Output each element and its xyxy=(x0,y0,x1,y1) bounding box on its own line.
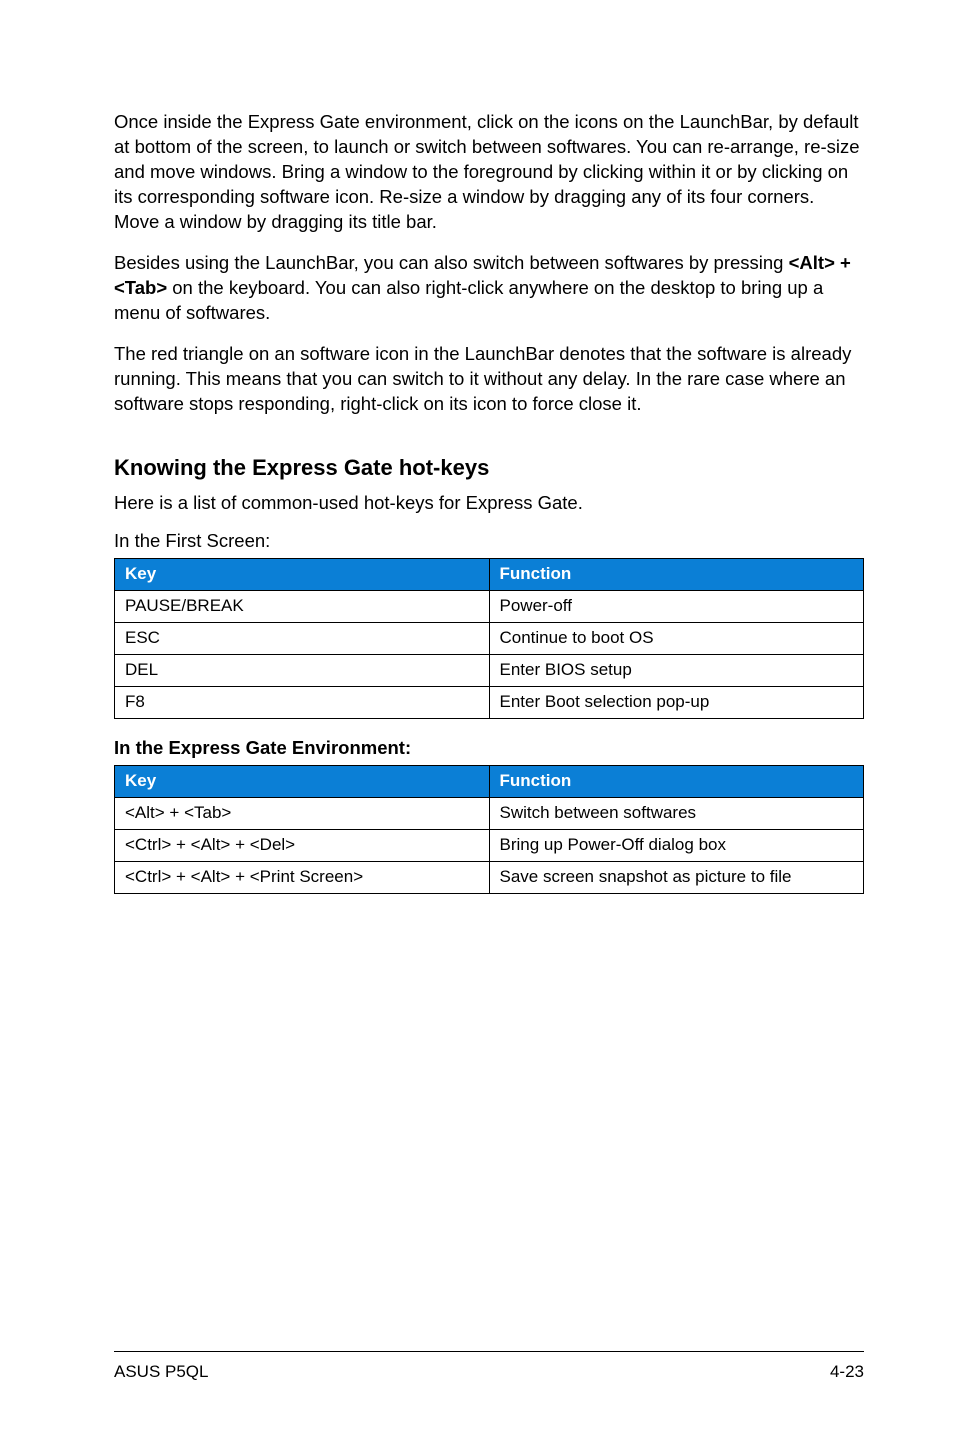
hotkeys-table-first-screen: Key Function PAUSE/BREAKPower-offESCCont… xyxy=(114,558,864,719)
paragraph-1: Once inside the Express Gate environment… xyxy=(114,110,864,235)
col-header-function: Function xyxy=(489,558,864,590)
paragraph-3: The red triangle on an software icon in … xyxy=(114,342,864,417)
cell-function: Enter BIOS setup xyxy=(489,654,864,686)
table1-body: PAUSE/BREAKPower-offESCContinue to boot … xyxy=(115,590,864,718)
table-row: F8Enter Boot selection pop-up xyxy=(115,686,864,718)
col-header-function: Function xyxy=(489,765,864,797)
col-header-key: Key xyxy=(115,558,490,590)
table-row: ESCContinue to boot OS xyxy=(115,622,864,654)
cell-key: DEL xyxy=(115,654,490,686)
footer-left: ASUS P5QL xyxy=(114,1362,209,1382)
paragraph-2-post: on the keyboard. You can also right-clic… xyxy=(114,277,823,323)
col-header-key: Key xyxy=(115,765,490,797)
cell-function: Continue to boot OS xyxy=(489,622,864,654)
table1-caption: In the First Screen: xyxy=(114,530,864,552)
cell-key: ESC xyxy=(115,622,490,654)
section-subtext: Here is a list of common-used hot-keys f… xyxy=(114,491,864,516)
cell-key: <Ctrl> + <Alt> + <Del> xyxy=(115,829,490,861)
page-footer: ASUS P5QL 4-23 xyxy=(114,1351,864,1382)
cell-function: Enter Boot selection pop-up xyxy=(489,686,864,718)
table-header-row: Key Function xyxy=(115,765,864,797)
table-header-row: Key Function xyxy=(115,558,864,590)
table-row: DELEnter BIOS setup xyxy=(115,654,864,686)
cell-key: <Ctrl> + <Alt> + <Print Screen> xyxy=(115,861,490,893)
cell-key: F8 xyxy=(115,686,490,718)
table-row: <Alt> + <Tab>Switch between softwares xyxy=(115,797,864,829)
page-container: Once inside the Express Gate environment… xyxy=(0,0,954,1438)
paragraph-2-pre: Besides using the LaunchBar, you can als… xyxy=(114,252,789,273)
table-row: PAUSE/BREAKPower-off xyxy=(115,590,864,622)
cell-function: Bring up Power-Off dialog box xyxy=(489,829,864,861)
paragraph-2: Besides using the LaunchBar, you can als… xyxy=(114,251,864,326)
cell-function: Power-off xyxy=(489,590,864,622)
table2-body: <Alt> + <Tab>Switch between softwares<Ct… xyxy=(115,797,864,893)
table2-caption: In the Express Gate Environment: xyxy=(114,737,864,759)
section-heading: Knowing the Express Gate hot-keys xyxy=(114,455,864,481)
footer-right: 4-23 xyxy=(830,1362,864,1382)
hotkeys-table-express-gate: Key Function <Alt> + <Tab>Switch between… xyxy=(114,765,864,894)
table-row: <Ctrl> + <Alt> + <Print Screen>Save scre… xyxy=(115,861,864,893)
table-row: <Ctrl> + <Alt> + <Del>Bring up Power-Off… xyxy=(115,829,864,861)
cell-function: Save screen snapshot as picture to file xyxy=(489,861,864,893)
cell-function: Switch between softwares xyxy=(489,797,864,829)
cell-key: <Alt> + <Tab> xyxy=(115,797,490,829)
cell-key: PAUSE/BREAK xyxy=(115,590,490,622)
